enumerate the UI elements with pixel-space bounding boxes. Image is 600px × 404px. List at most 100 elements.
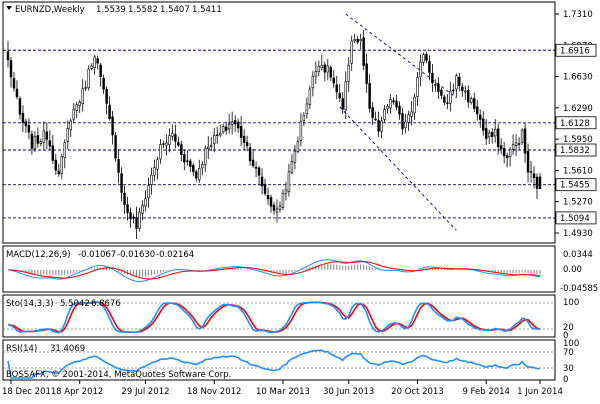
candle	[499, 138, 503, 155]
candle-body	[144, 198, 147, 207]
candle	[84, 80, 87, 92]
candle-body	[290, 160, 294, 173]
candle-body	[311, 75, 315, 89]
candle-body	[201, 164, 204, 169]
candle	[350, 35, 353, 71]
candle	[269, 194, 273, 213]
candle-body	[45, 131, 49, 140]
macd-tick-top: 0.0344	[563, 250, 593, 260]
rsi-value: 31.4069	[50, 344, 85, 354]
candle-body	[478, 114, 482, 120]
candle-body	[502, 148, 506, 157]
candle-body	[467, 90, 470, 103]
candle-body	[207, 146, 210, 149]
candle	[386, 103, 389, 114]
support-resistance-lines	[3, 49, 555, 219]
candle	[272, 201, 276, 215]
candle-body	[532, 173, 536, 179]
candle	[407, 110, 410, 131]
candle-body	[221, 126, 225, 133]
candle	[344, 71, 347, 120]
candle	[117, 148, 120, 184]
candle-body	[108, 104, 111, 119]
macd-panel: MACD(12,26,9) -0.01067 -0.01630 -0.02164…	[2, 245, 598, 294]
candle	[60, 153, 64, 180]
candle-body	[526, 151, 530, 173]
candle	[69, 118, 72, 138]
collapse-triangle-icon[interactable]	[6, 6, 12, 10]
candle	[538, 173, 542, 190]
candle	[257, 165, 261, 186]
candle	[341, 92, 344, 115]
candle	[496, 123, 500, 155]
ohlc-close: 1.5411	[192, 5, 222, 15]
candle-body	[416, 77, 419, 97]
candle	[15, 80, 19, 100]
stochastic-tick-0: 0	[563, 331, 568, 341]
price-tick-label: 1.5270	[563, 198, 593, 208]
candle	[395, 94, 398, 111]
candle-body	[437, 83, 440, 92]
candle	[144, 190, 147, 212]
candle-body	[410, 111, 413, 117]
candle-body	[493, 128, 497, 137]
level-label: 1.5455	[560, 181, 590, 191]
macd-tick-zero: 0.00	[563, 265, 582, 275]
macd-tick-bottom: -0.04585	[560, 284, 598, 294]
level-label-box	[555, 43, 597, 57]
candle-body	[215, 134, 219, 136]
candle-body	[183, 154, 186, 163]
candle	[413, 93, 416, 120]
candle-body	[431, 72, 434, 84]
candle-body	[476, 106, 479, 115]
candle-body	[350, 40, 353, 64]
candle	[24, 118, 28, 134]
candle-body	[389, 99, 392, 109]
candle	[251, 149, 255, 168]
candle	[455, 73, 458, 98]
candle-body	[177, 141, 180, 146]
candle	[508, 147, 512, 167]
candle	[278, 201, 282, 213]
candle-body	[535, 176, 539, 189]
candle-body	[239, 126, 243, 138]
candle-body	[272, 204, 276, 211]
candle	[159, 139, 162, 164]
candle-body	[114, 135, 117, 159]
candle-body	[218, 132, 222, 136]
candle-body	[434, 84, 437, 86]
stochastic-value-1: 5.5042	[60, 299, 90, 309]
price-tick-label: 1.7310	[563, 10, 593, 20]
candle	[419, 54, 422, 87]
level-label: 1.5832	[560, 146, 590, 156]
stochastic-panel-frame	[2, 294, 556, 338]
candle-body	[326, 65, 330, 73]
candle-body	[27, 125, 31, 133]
candle-body	[126, 204, 129, 213]
candle	[505, 152, 509, 168]
candle	[532, 166, 536, 189]
trend-line	[339, 106, 457, 231]
candle-body	[242, 135, 246, 143]
time-tick-label: 10 Mar 2013	[256, 387, 310, 397]
candle	[514, 134, 518, 156]
candle-body	[72, 108, 75, 120]
candle	[287, 163, 291, 197]
candle-body	[15, 88, 19, 98]
candle-body	[18, 98, 22, 115]
candle	[171, 124, 174, 141]
candle-body	[505, 155, 509, 159]
candle	[230, 111, 234, 135]
candle-body	[473, 98, 476, 109]
candle-body	[248, 147, 252, 162]
candle-body	[257, 167, 261, 176]
candle	[416, 71, 419, 107]
candle	[374, 111, 377, 122]
candle-body	[204, 148, 207, 165]
candle	[105, 86, 108, 115]
candle-body	[111, 116, 114, 136]
candle-body	[147, 185, 150, 199]
candle	[227, 113, 231, 134]
level-labels: 1.6916 1.6128 1.5832 1.5455 1.5094	[555, 43, 597, 225]
